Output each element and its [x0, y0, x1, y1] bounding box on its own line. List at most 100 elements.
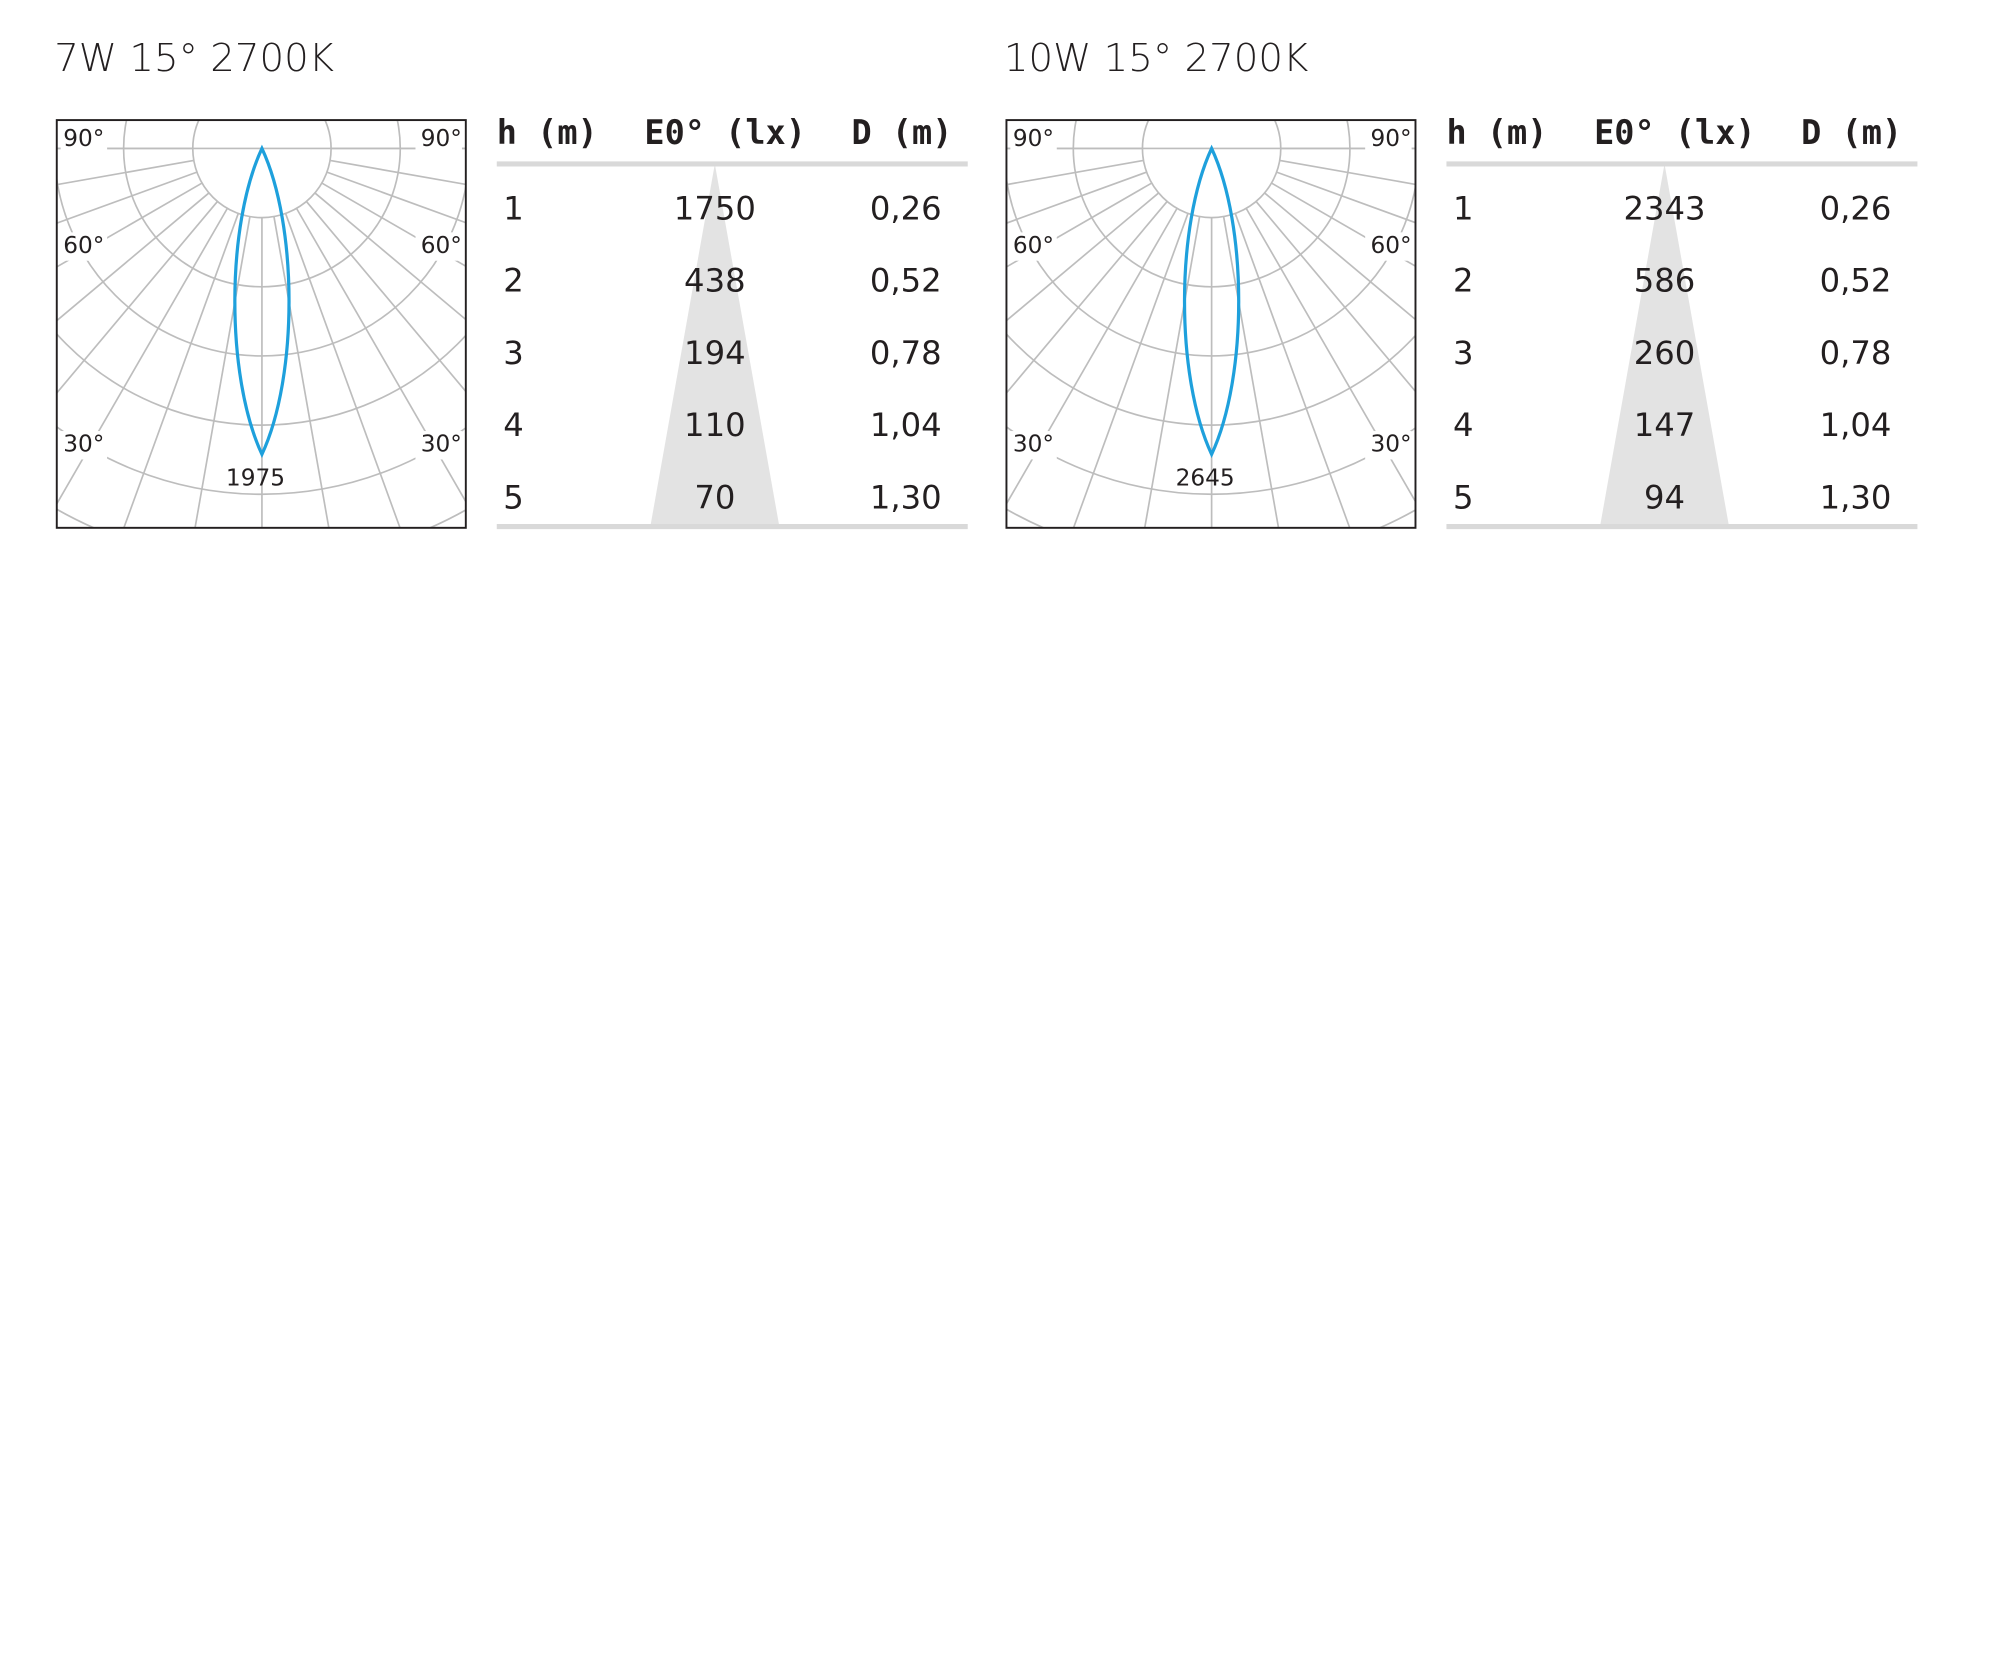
table-cell: 147: [1634, 406, 1696, 444]
grid-line: [1271, 182, 1416, 268]
table-cell: 1,30: [1820, 478, 1892, 516]
grid-line: [1279, 159, 1416, 186]
table-cell: 0,26: [870, 189, 942, 227]
column-header: h (m): [497, 113, 598, 152]
table-cell: 1,30: [870, 478, 942, 516]
peak-intensity: 1975: [226, 464, 285, 491]
grid-line: [1006, 159, 1144, 186]
table-cell: 94: [1644, 478, 1685, 516]
label-bg: [60, 232, 108, 261]
angle-label: 90°: [63, 125, 104, 152]
table-cell: 1: [1453, 189, 1474, 227]
grid-line: [56, 182, 203, 268]
diagram-frame: [55, 119, 467, 529]
label-bg: [1365, 232, 1412, 261]
table-cell: 5: [503, 478, 524, 516]
diagram-frame: [1005, 119, 1417, 529]
label-bg: [415, 431, 462, 460]
grid-line: [1143, 216, 1201, 528]
table-cell: 260: [1634, 334, 1696, 372]
label-bg: [60, 125, 108, 154]
grid-line: [194, 216, 251, 528]
label-bg: [415, 232, 462, 261]
grid-line: [314, 192, 466, 321]
column-header: h (m): [1446, 113, 1547, 152]
table-cell: 5: [1453, 478, 1474, 516]
table-cell: 3: [503, 334, 524, 372]
grid-line: [1255, 200, 1416, 393]
table-cell: 438: [684, 262, 746, 300]
column-header: E0° (lx): [1594, 113, 1756, 152]
grid-line: [326, 171, 466, 224]
beam-cone: [1600, 163, 1730, 527]
table-cell: 70: [694, 478, 735, 516]
table-cell: 194: [684, 334, 746, 372]
grid-line: [284, 213, 401, 528]
table-cell: 2: [1453, 262, 1474, 300]
grid-line: [329, 159, 466, 186]
table-cell: 3: [1453, 334, 1474, 372]
grid-line: [56, 207, 229, 506]
beam-curve: [1182, 144, 1241, 459]
label-bg: [1365, 431, 1412, 460]
angle-label: 30°: [1013, 431, 1054, 458]
table-cell: 0,52: [1820, 262, 1892, 300]
beam-curve: [233, 144, 291, 459]
table-cell: 0,52: [870, 262, 942, 300]
beam-cone: [650, 163, 780, 527]
grid-line: [1006, 192, 1160, 322]
angle-label: 60°: [1370, 232, 1411, 259]
angle-label: 90°: [1013, 125, 1054, 152]
table-cell: 0,26: [1820, 189, 1892, 227]
label-bg: [415, 125, 462, 154]
angle-label: 60°: [63, 232, 104, 259]
label-bg: [1010, 232, 1057, 261]
grid-line: [1006, 182, 1153, 268]
label-bg: [1010, 431, 1057, 460]
grid-line: [1006, 200, 1168, 395]
panel-title: 7W 15° 2700K: [54, 36, 334, 81]
table-cell: 1: [503, 189, 524, 227]
grid-line: [1072, 213, 1189, 528]
grid-line: [56, 192, 210, 322]
polar-grid: [1006, 120, 1416, 528]
table-cell: 110: [684, 406, 746, 444]
table-cell: 0,78: [870, 334, 942, 372]
grid-line: [1264, 192, 1416, 321]
grid-line: [1222, 216, 1280, 528]
panel-title: 10W 15° 2700K: [1004, 36, 1308, 81]
grid-line: [56, 171, 198, 225]
column-header: D (m): [1801, 113, 1902, 152]
grid-line: [56, 159, 194, 186]
grid-line: [1006, 171, 1147, 225]
grid-line: [305, 200, 466, 393]
label-bg: [60, 431, 108, 460]
grid-line: [56, 200, 219, 395]
angle-label: 90°: [421, 125, 462, 152]
angle-label: 90°: [1370, 125, 1411, 152]
grid-line: [1276, 171, 1416, 224]
grid-line: [1234, 213, 1351, 528]
angle-label: 30°: [63, 431, 104, 458]
table-cell: 4: [503, 406, 524, 444]
angle-label: 30°: [1370, 431, 1411, 458]
table-cell: 0,78: [1820, 334, 1892, 372]
column-header: E0° (lx): [644, 113, 806, 152]
angle-label: 60°: [421, 232, 462, 259]
peak-intensity: 2645: [1176, 464, 1235, 491]
grid-line: [122, 213, 240, 528]
table-cell: 1,04: [870, 406, 942, 444]
angle-label: 60°: [1013, 232, 1054, 259]
angle-label: 30°: [421, 431, 462, 458]
table-cell: 4: [1453, 406, 1474, 444]
grid-line: [273, 216, 330, 528]
table-cell: 2343: [1623, 189, 1705, 227]
grid-line: [321, 182, 466, 268]
table-cell: 1750: [674, 189, 756, 227]
table-cell: 1,04: [1820, 406, 1892, 444]
table-cell: 586: [1634, 262, 1696, 300]
label-bg: [1010, 125, 1057, 154]
label-bg: [1365, 125, 1412, 154]
